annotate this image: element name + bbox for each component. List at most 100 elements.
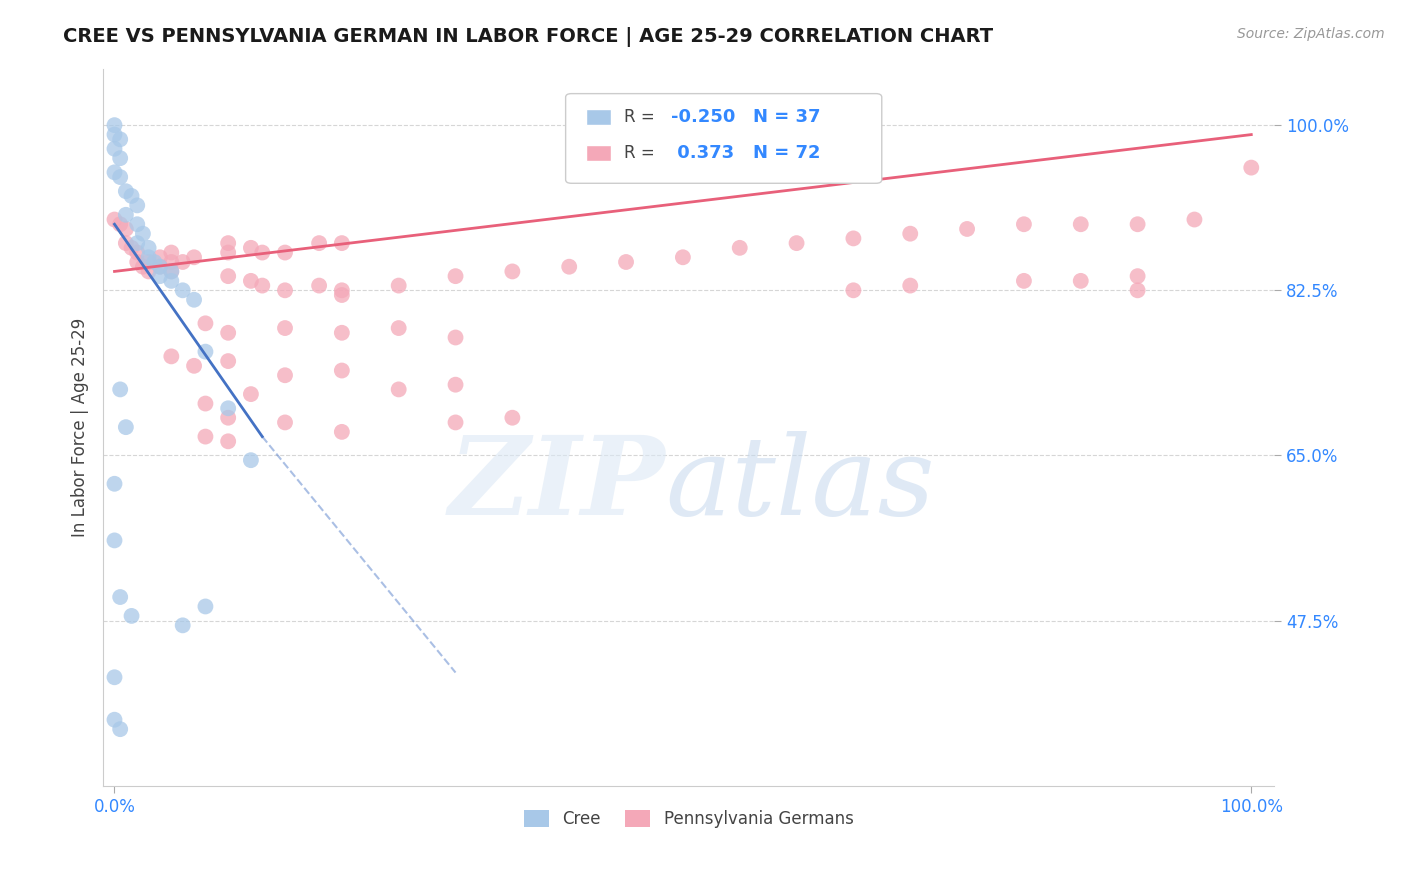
Point (103, 165, 125, 179)
Point (444, 330, 467, 344)
Text: atlas: atlas (665, 431, 935, 538)
Text: -0.250: -0.250 (671, 108, 735, 127)
Point (172, 618, 194, 632)
Point (194, 316, 217, 330)
Point (330, 363, 353, 377)
Point (217, 326, 239, 340)
Point (239, 387, 262, 401)
Point (127, 198, 149, 212)
Point (108, 590, 131, 604)
Text: 0.373: 0.373 (671, 145, 734, 162)
Point (1184, 212, 1206, 227)
Point (898, 227, 921, 241)
Point (108, 722, 131, 736)
Point (115, 184, 138, 198)
Point (115, 222, 138, 236)
Point (388, 321, 411, 335)
Point (149, 260, 172, 274)
Point (274, 321, 297, 335)
Point (274, 416, 297, 430)
Point (444, 416, 467, 430)
Point (138, 250, 160, 264)
Point (444, 269, 467, 284)
Point (501, 410, 523, 425)
Point (103, 212, 125, 227)
Point (160, 350, 183, 364)
Point (274, 283, 297, 297)
Point (183, 250, 205, 264)
Point (1126, 217, 1149, 231)
Point (1012, 217, 1035, 231)
Point (108, 169, 131, 184)
Y-axis label: In Labor Force | Age 25-29: In Labor Force | Age 25-29 (72, 318, 89, 537)
Point (1126, 283, 1149, 297)
Legend: Cree, Pennsylvania Germans: Cree, Pennsylvania Germans (517, 804, 860, 835)
Point (127, 255, 149, 269)
Point (127, 245, 149, 260)
Point (172, 283, 194, 297)
Point (103, 128, 125, 142)
Text: N = 72: N = 72 (754, 145, 821, 162)
Point (501, 264, 523, 278)
Point (108, 217, 131, 231)
Point (444, 377, 467, 392)
Point (956, 222, 979, 236)
Point (558, 260, 581, 274)
Point (127, 217, 149, 231)
Point (108, 132, 131, 146)
Point (330, 283, 353, 297)
Point (103, 670, 125, 684)
Point (672, 250, 695, 264)
Point (160, 255, 183, 269)
Point (217, 401, 239, 416)
Point (183, 359, 205, 373)
Point (1240, 161, 1263, 175)
Point (217, 434, 239, 449)
Point (172, 255, 194, 269)
Text: R =: R = (624, 108, 661, 127)
Point (1070, 217, 1092, 231)
Point (239, 241, 262, 255)
Point (217, 236, 239, 251)
Point (194, 344, 217, 359)
Point (183, 293, 205, 307)
Point (1070, 274, 1092, 288)
Point (330, 236, 353, 251)
Point (728, 241, 751, 255)
Point (308, 278, 330, 293)
Point (330, 288, 353, 302)
Point (194, 599, 217, 614)
Point (239, 453, 262, 467)
Point (115, 236, 138, 251)
Point (160, 264, 183, 278)
Point (132, 260, 155, 274)
Point (121, 241, 143, 255)
Point (217, 269, 239, 284)
Point (786, 236, 808, 251)
Point (127, 236, 149, 251)
Point (160, 245, 183, 260)
Point (103, 713, 125, 727)
Point (388, 383, 411, 397)
Text: Source: ZipAtlas.com: Source: ZipAtlas.com (1237, 27, 1385, 41)
Point (103, 118, 125, 132)
Text: R =: R = (624, 145, 661, 162)
Point (308, 236, 330, 251)
Point (103, 142, 125, 156)
Point (108, 151, 131, 165)
Bar (585, 110, 612, 125)
Point (898, 278, 921, 293)
Point (194, 396, 217, 410)
Point (103, 533, 125, 548)
Text: N = 37: N = 37 (754, 108, 821, 127)
Point (149, 250, 172, 264)
Point (160, 264, 183, 278)
Point (143, 255, 166, 269)
Point (138, 241, 160, 255)
Point (103, 476, 125, 491)
Point (274, 245, 297, 260)
Point (330, 425, 353, 439)
Point (217, 410, 239, 425)
Point (1126, 269, 1149, 284)
Point (108, 383, 131, 397)
